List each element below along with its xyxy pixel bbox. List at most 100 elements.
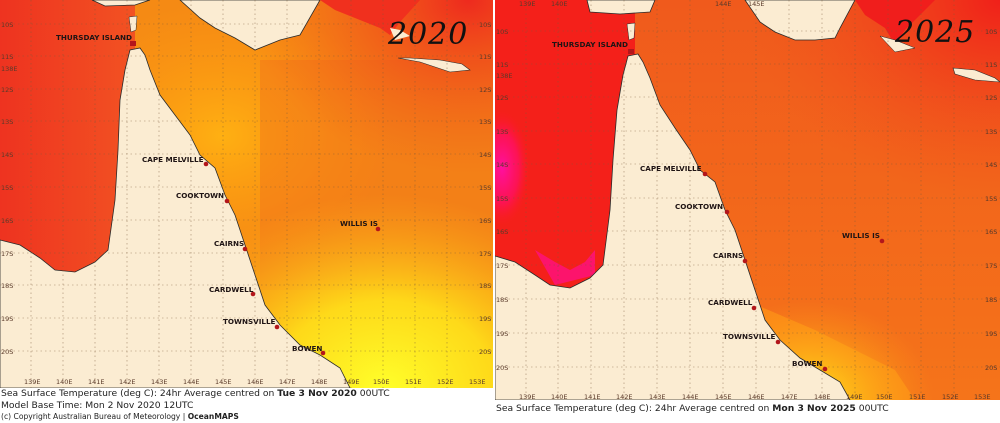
svg-text:10S: 10S (496, 28, 508, 36)
svg-text:140E: 140E (551, 0, 568, 8)
label-cardwell: CARDWELL (209, 285, 254, 294)
place-markers: THURSDAY ISLAND CAPE MELVILLE COOKTOWN W… (552, 40, 885, 372)
longitude-labels: 139E 140E 141E 142E 143E 144E 145E 146E … (24, 378, 486, 386)
svg-text:18S: 18S (479, 282, 491, 290)
caption-2025: Sea Surface Temperature (deg C): 24hr Av… (496, 403, 889, 415)
svg-text:17S: 17S (1, 250, 13, 258)
marker-cardwell (250, 291, 256, 297)
svg-text:11S: 11S (496, 61, 508, 69)
svg-text:18S: 18S (985, 296, 997, 304)
copyright: (c) Copyright Australian Bureau of Meteo… (1, 412, 239, 421)
marker-thursday-island (628, 49, 634, 54)
svg-text:13S: 13S (496, 128, 508, 136)
svg-text:153E: 153E (469, 378, 486, 386)
svg-text:10S: 10S (1, 21, 13, 29)
label-thursday-island: THURSDAY ISLAND (552, 40, 628, 49)
svg-text:18S: 18S (1, 282, 13, 290)
svg-text:146E: 146E (748, 393, 765, 400)
longitude-labels: 139E 140E 141E 142E 143E 144E 145E 146E … (519, 393, 991, 400)
svg-text:19S: 19S (496, 330, 508, 338)
svg-text:16S: 16S (985, 228, 997, 236)
svg-text:150E: 150E (373, 378, 390, 386)
svg-text:152E: 152E (437, 378, 454, 386)
svg-text:12S: 12S (1, 86, 13, 94)
svg-text:12S: 12S (496, 94, 508, 102)
label-townsville: TOWNSVILLE (723, 332, 776, 341)
svg-text:19S: 19S (479, 315, 491, 323)
svg-text:19S: 19S (985, 330, 997, 338)
svg-text:13S: 13S (985, 128, 997, 136)
svg-text:16S: 16S (1, 217, 13, 225)
svg-text:20S: 20S (496, 364, 508, 372)
svg-text:20S: 20S (479, 348, 491, 356)
svg-text:138E: 138E (1, 65, 18, 73)
svg-text:145E: 145E (715, 393, 732, 400)
svg-text:20S: 20S (985, 364, 997, 372)
svg-text:11S: 11S (1, 53, 13, 61)
svg-text:141E: 141E (88, 378, 105, 386)
svg-text:149E: 149E (343, 378, 360, 386)
model-base-time: Model Base Time: Mon 2 Nov 2020 12UTC (1, 399, 194, 411)
svg-text:144E: 144E (183, 378, 200, 386)
svg-text:11S: 11S (985, 61, 997, 69)
svg-text:16S: 16S (479, 217, 491, 225)
svg-text:140E: 140E (56, 378, 73, 386)
svg-text:14S: 14S (1, 151, 13, 159)
svg-text:151E: 151E (909, 393, 926, 400)
svg-text:13S: 13S (479, 118, 491, 126)
caption-title-2025: Sea Surface Temperature (deg C): 24hr Av… (496, 403, 889, 414)
svg-text:146E: 146E (247, 378, 264, 386)
svg-text:145E: 145E (215, 378, 232, 386)
svg-text:153E: 153E (974, 393, 991, 400)
svg-text:147E: 147E (781, 393, 798, 400)
svg-text:17S: 17S (985, 262, 997, 270)
latitude-labels-left: 10S 11S 138E 12S 13S 14S 15S 16S 17S 18S… (1, 21, 18, 356)
svg-text:13S: 13S (1, 118, 13, 126)
year-label-2020: 2020 (387, 17, 468, 52)
label-willis-is: WILLIS IS (340, 219, 378, 228)
svg-text:15S: 15S (985, 195, 997, 203)
label-cape-melville: CAPE MELVILLE (640, 164, 702, 173)
marker-cape-melville (702, 171, 708, 177)
svg-text:16S: 16S (496, 228, 508, 236)
svg-text:149E: 149E (846, 393, 863, 400)
marker-bowen (320, 350, 326, 356)
svg-text:141E: 141E (584, 393, 601, 400)
svg-text:150E: 150E (876, 393, 893, 400)
svg-text:145E: 145E (748, 0, 765, 8)
place-markers: THURSDAY ISLAND CAPE MELVILLE COOKTOWN W… (56, 33, 381, 356)
latitude-labels-left: 10S 11S 138E 12S 13S 14S 15S 16S 17S 18S… (496, 28, 513, 372)
svg-text:139E: 139E (519, 393, 536, 400)
latitude-labels-right: 10S 11S 12S 13S 14S 15S 16S 17S 18S 19S … (985, 28, 997, 372)
svg-text:143E: 143E (151, 378, 168, 386)
svg-text:12S: 12S (479, 86, 491, 94)
svg-text:14S: 14S (479, 151, 491, 159)
marker-thursday-island (130, 41, 136, 46)
label-cooktown: COOKTOWN (675, 202, 723, 211)
svg-text:15S: 15S (479, 184, 491, 192)
svg-text:12S: 12S (985, 94, 997, 102)
panel-divider (493, 0, 495, 422)
label-bowen: BOWEN (292, 344, 322, 353)
svg-text:14S: 14S (496, 161, 508, 169)
marker-willis-is (879, 238, 885, 244)
svg-text:143E: 143E (649, 393, 666, 400)
marker-cardwell (751, 305, 757, 311)
svg-text:19S: 19S (1, 315, 13, 323)
svg-text:142E: 142E (119, 378, 136, 386)
label-cairns: CAIRNS (713, 251, 743, 260)
marker-cooktown (224, 198, 230, 204)
marker-townsville (775, 339, 781, 345)
marker-cape-melville (203, 161, 209, 167)
longitude-labels-top: 139E 140E 144E 145E (519, 0, 765, 8)
svg-text:148E: 148E (814, 393, 831, 400)
marker-willis-is (375, 226, 381, 232)
svg-text:144E: 144E (682, 393, 699, 400)
svg-text:151E: 151E (405, 378, 422, 386)
label-cooktown: COOKTOWN (176, 191, 224, 200)
svg-text:139E: 139E (519, 0, 536, 8)
label-thursday-island: THURSDAY ISLAND (56, 33, 132, 42)
year-label-2025: 2025 (894, 15, 975, 50)
sst-map-2025: 139E 140E 144E 145E 10S 11S 138E 12S 13S… (495, 0, 1000, 400)
marker-cairns (742, 258, 748, 264)
